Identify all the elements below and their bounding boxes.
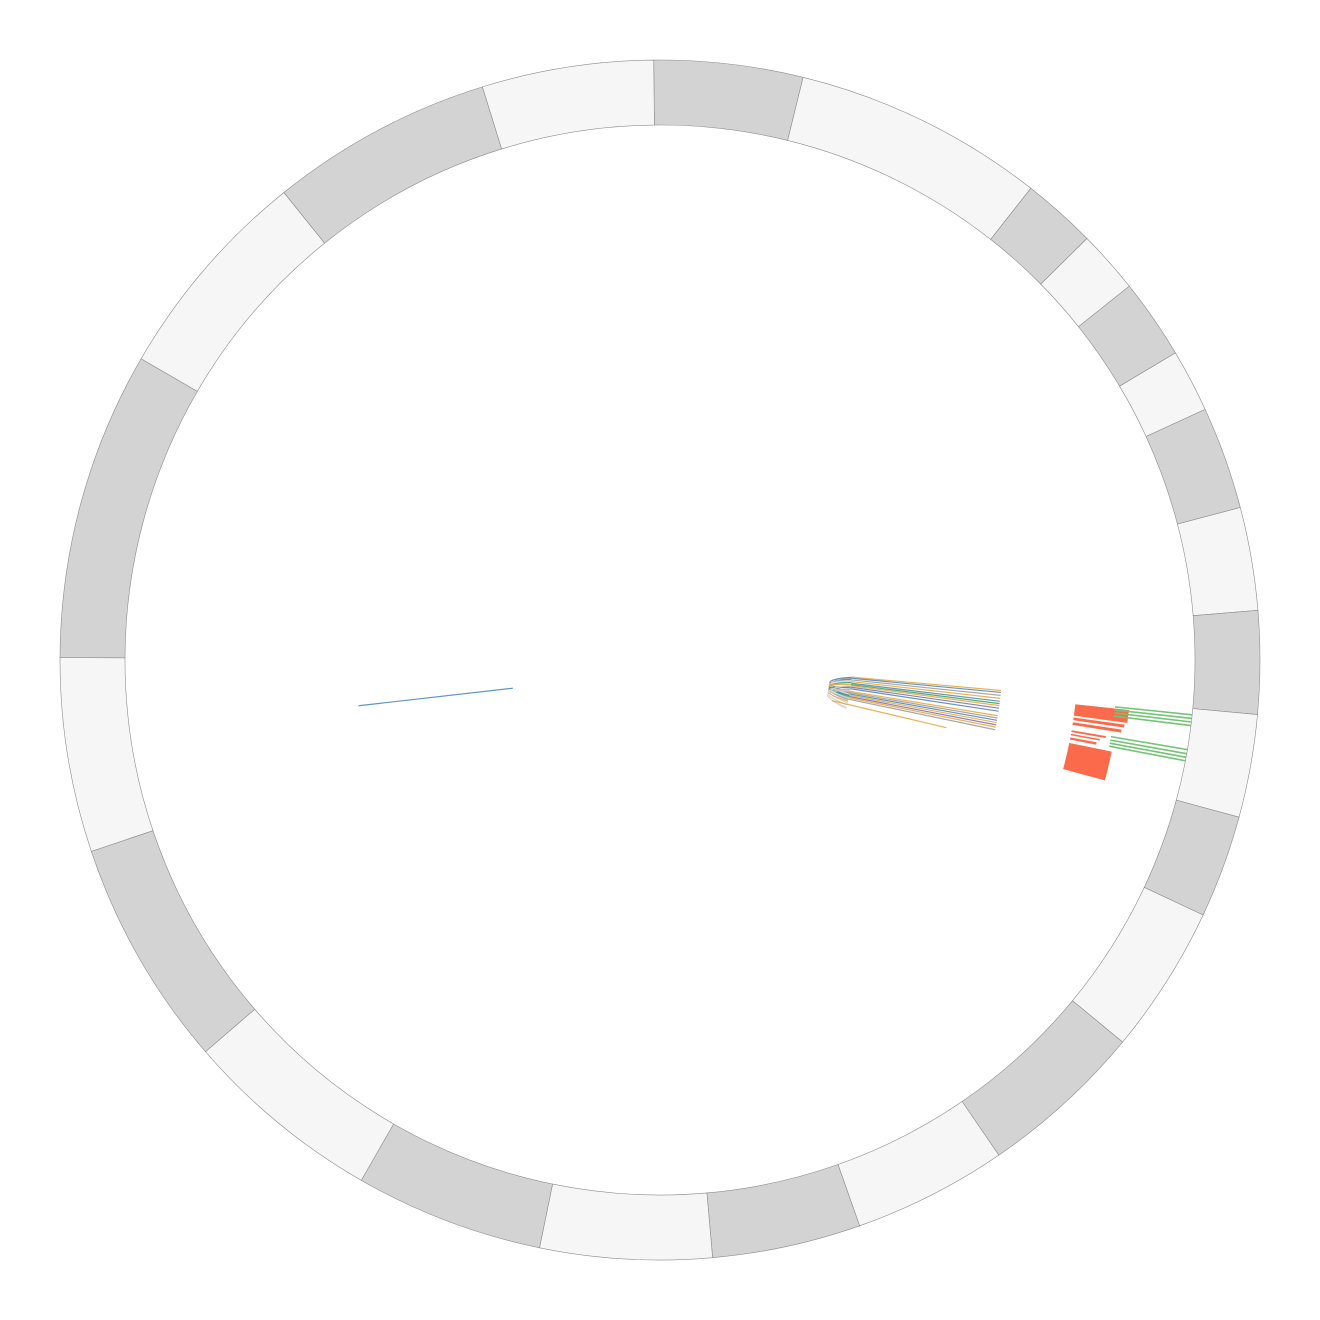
link-spoke [849,690,998,717]
ideogram-segment [283,86,503,244]
outer-tick [1109,745,1186,762]
outer-tick-layer [1109,706,1193,762]
link-spoke [850,683,1000,705]
ideogram-segment [539,1183,713,1261]
link-spoke [851,679,1001,697]
link-chord [827,684,851,710]
ideogram-segment [140,192,326,392]
link-spoke [851,680,1001,699]
link-spoke [848,697,996,728]
link-spoke [850,685,1000,707]
ideogram-segment [59,657,154,852]
outer-tick [1113,715,1192,727]
link-spoke [851,677,1001,694]
outer-tick [1110,739,1187,755]
link-spoke [849,693,998,721]
ideogram-segment [482,59,655,150]
outer-tick [1114,709,1192,720]
histogram-bar [1062,742,1113,782]
link-spoke [848,695,997,726]
outer-tick [1109,742,1187,759]
ideogram-ring [59,59,1261,1261]
link-spoke-long [831,700,947,729]
histogram-bar [1070,733,1101,742]
link-spoke [848,698,996,731]
histogram-bar [1072,716,1126,729]
link-chord [828,681,852,698]
outer-tick [1110,735,1188,751]
link-spoke [850,688,999,712]
link-spoke [851,682,1000,702]
spoke-layer [831,676,1002,731]
ideogram-segment [706,1164,860,1259]
histogram-layer [1062,703,1130,782]
chord-layer [358,676,852,710]
histogram-bar [1069,736,1098,746]
ideogram-segment [653,59,804,141]
link-chord [829,679,852,695]
outer-tick [1114,712,1192,723]
link-chord [828,686,851,700]
ideogram-segment [90,830,256,1053]
ideogram-segment [961,1000,1124,1156]
link-spoke [849,692,998,719]
outer-tick [1114,706,1193,716]
link-chord [828,686,851,696]
histogram-bar [1070,729,1107,739]
ideogram-segment [1177,507,1259,616]
ideogram-segment [59,358,198,659]
link-spoke [850,686,1000,709]
histogram-bar [1071,721,1123,734]
link-spoke [851,676,1002,692]
ideogram-segment [205,1008,395,1181]
ideogram-segment [1192,609,1261,715]
ideogram-segment [360,1123,553,1249]
ideogram-segment [787,76,1032,240]
lone-link [358,687,513,707]
link-spoke [849,694,997,724]
ideogram-segment [837,1101,1000,1227]
